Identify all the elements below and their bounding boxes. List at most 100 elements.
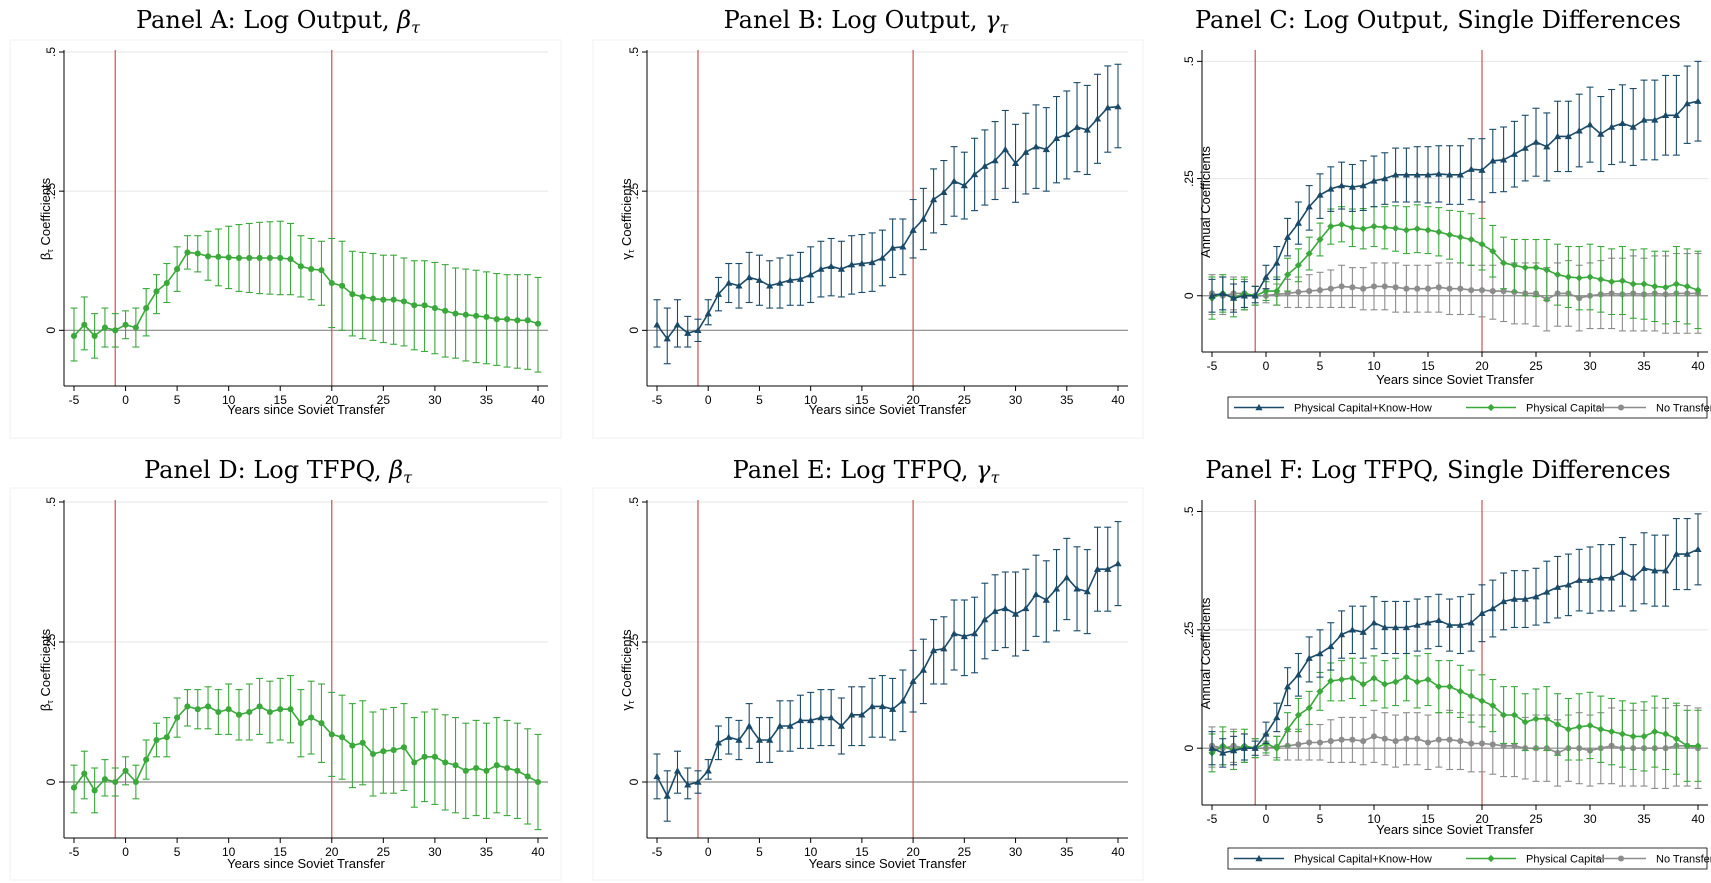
y-axis-label: βτ Coefficients [38,628,55,711]
triangle-marker [1240,744,1248,751]
diamond-marker [1359,225,1367,233]
diamond-marker [1338,220,1346,229]
triangle-marker [735,282,743,289]
circle-marker [1306,288,1313,295]
triangle-marker [1532,138,1540,145]
triangle-marker [1032,590,1040,598]
x-tick-label: 40 [1111,393,1125,407]
circle-marker [308,266,315,273]
triangle-marker [1586,576,1594,583]
diamond-marker [1294,261,1302,269]
diamond-marker [1435,228,1443,236]
circle-marker [1457,285,1464,292]
x-tick-label: 15 [855,393,869,407]
x-tick-label: 5 [174,393,181,407]
triangle-marker [878,254,886,261]
series-line [1211,548,1699,754]
triangle-marker [1424,171,1432,178]
circle-marker [1617,404,1625,411]
triangle-marker [1435,616,1443,624]
circle-marker [462,311,469,318]
circle-marker [328,279,335,287]
circle-marker [442,759,449,766]
diamond-marker [1597,725,1605,733]
diamond-marker [1487,854,1495,863]
diamond-marker [1694,742,1702,750]
x-tick-label: 25 [377,393,391,407]
series-line [73,251,539,337]
circle-marker [1403,735,1410,742]
legend: Physical Capital+Know-How Physical Capita… [1227,396,1711,419]
circle-marker [462,767,469,774]
circle-marker [339,734,346,741]
triangle-marker [714,290,723,297]
panel-title: Panel A: Log Output, βτ [136,6,421,37]
triangle-marker [848,261,856,268]
x-tick-label: 30 [1009,393,1023,407]
circle-marker [390,747,397,754]
circle-marker [1381,283,1388,290]
triangle-marker [1500,597,1508,605]
triangle-marker [1073,123,1081,130]
x-tick-label: 15 [855,845,869,859]
circle-marker [1392,738,1399,745]
circle-marker [534,320,542,327]
diamond-marker [1532,264,1540,272]
circle-marker [122,767,129,774]
diamond-marker [1402,673,1410,681]
y-tick-label: .25 [1182,621,1196,638]
diamond-marker [1338,675,1346,684]
triangle-marker [1305,654,1313,661]
y-tick-label: .5 [627,497,641,507]
triangle-marker [1478,609,1486,616]
circle-marker [483,313,490,321]
diamond-marker [1316,687,1324,695]
circle-marker [339,282,346,289]
diamond-marker [1424,226,1432,234]
circle-marker [1478,287,1486,294]
circle-marker [493,762,500,769]
circle-marker [380,748,387,755]
circle-marker [411,759,418,766]
triangle-marker [1694,545,1702,553]
diamond-marker [1467,235,1475,244]
x-tick-label: 30 [1009,845,1023,859]
triangle-marker [1114,560,1122,567]
triangle-marker [1032,143,1040,150]
x-tick-label: 20 [1475,812,1489,826]
triangle-marker [1694,97,1702,104]
triangle-marker [1251,292,1259,299]
x-tick-label: 30 [1583,812,1597,826]
circle-marker [380,296,387,303]
triangle-marker [1402,623,1410,631]
triangle-marker [725,279,733,286]
triangle-marker [1230,746,1238,754]
circle-marker [318,267,325,274]
x-tick-label: 5 [1317,359,1324,373]
circle-marker [246,708,253,716]
series-line [1211,223,1699,299]
circle-marker [1349,284,1356,291]
triangle-marker [684,329,692,336]
triangle-marker [1348,183,1356,190]
triangle-marker [1262,730,1270,737]
diamond-marker [1618,730,1626,738]
diamond-marker [1629,732,1637,740]
triangle-marker [827,262,835,270]
panel-title: Panel C: Log Output, Single Differences [1195,6,1681,34]
triangle-marker [848,711,856,718]
circle-marker [1403,285,1410,292]
triangle-marker [1521,144,1529,151]
diamond-marker [1554,271,1562,279]
diamond-marker [1413,225,1421,233]
circle-marker [225,254,232,261]
circle-marker [143,756,150,763]
legend-label: No Transfers [1656,854,1711,866]
circle-marker [256,703,263,710]
circle-marker [504,764,511,772]
triangle-marker [899,243,907,250]
circle-marker [1446,285,1453,292]
triangle-marker [1392,171,1400,178]
y-axis-label: γτ Coefficients [619,178,636,260]
y-axis-label: βτ Coefficients [38,177,55,260]
